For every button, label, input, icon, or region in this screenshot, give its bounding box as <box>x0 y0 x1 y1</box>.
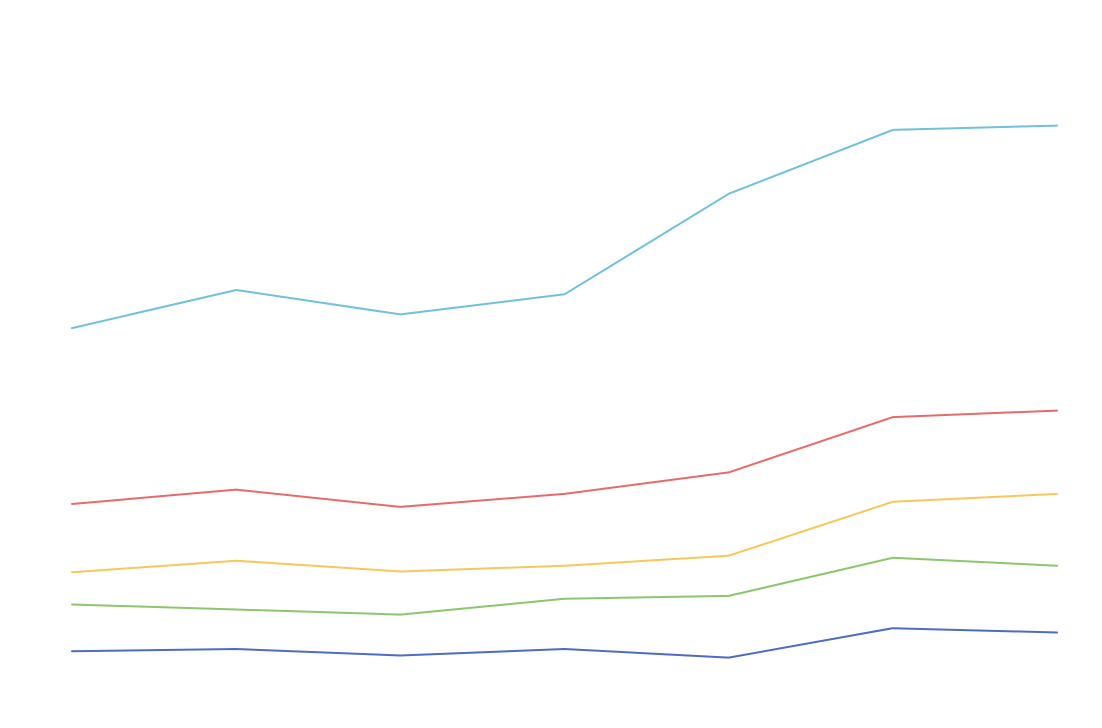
series-line-3 <box>71 492 1058 574</box>
series-line-4 <box>71 556 1058 616</box>
plot-area <box>71 124 1058 659</box>
series-line-2 <box>71 409 1058 508</box>
series-line-5 <box>71 627 1058 659</box>
series-line-1 <box>71 124 1058 330</box>
